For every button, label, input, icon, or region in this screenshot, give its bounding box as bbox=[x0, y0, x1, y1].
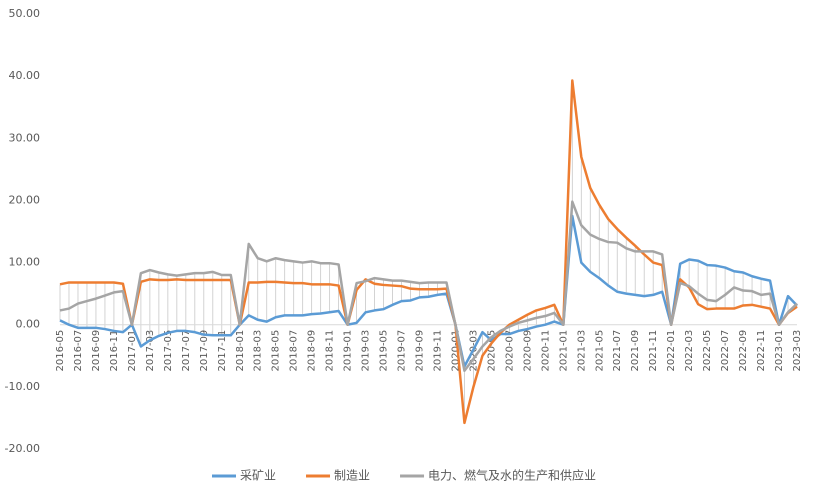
x-tick-label: 2022-01 bbox=[666, 330, 677, 372]
y-tick-label: 30.00 bbox=[9, 131, 41, 144]
x-tick-label: 2022-05 bbox=[702, 330, 713, 372]
x-tick-label: 2018-03 bbox=[253, 330, 264, 372]
x-tick-label: 2017-11 bbox=[217, 330, 228, 372]
x-tick-label: 2018-09 bbox=[307, 330, 318, 372]
legend-label: 制造业 bbox=[334, 469, 370, 483]
x-tick-label: 2018-11 bbox=[325, 330, 336, 372]
x-tick-label: 2016-09 bbox=[91, 330, 102, 372]
x-tick-label: 2020-01 bbox=[450, 330, 461, 372]
x-tick-label: 2020-09 bbox=[522, 330, 533, 372]
x-tick-label: 2021-11 bbox=[648, 330, 659, 372]
y-tick-label: 20.00 bbox=[9, 193, 41, 206]
series-line bbox=[59, 200, 798, 372]
x-tick-label: 2017-03 bbox=[145, 330, 156, 372]
x-tick-label: 2016-11 bbox=[109, 330, 120, 372]
x-tick-label: 2023-01 bbox=[774, 330, 785, 372]
x-tick-label: 2020-11 bbox=[540, 330, 551, 372]
x-tick-label: 2021-05 bbox=[594, 330, 605, 372]
x-tick-label: 2022-11 bbox=[756, 330, 767, 372]
x-tick-label: 2022-07 bbox=[720, 330, 731, 372]
x-tick-label: 2017-07 bbox=[181, 330, 192, 372]
x-tick-label: 2019-09 bbox=[415, 330, 426, 372]
x-tick-label: 2019-07 bbox=[397, 330, 408, 372]
x-tick-label: 2018-05 bbox=[271, 330, 282, 372]
y-tick-label: -10.00 bbox=[5, 380, 40, 393]
x-tick-label: 2021-03 bbox=[576, 330, 587, 372]
x-tick-label: 2022-03 bbox=[684, 330, 695, 372]
x-tick-label: 2016-05 bbox=[55, 330, 66, 372]
y-tick-label: 50.00 bbox=[9, 7, 41, 20]
x-tick-label: 2017-05 bbox=[163, 330, 174, 372]
y-tick-label: 10.00 bbox=[9, 256, 41, 269]
x-tick-label: 2021-07 bbox=[612, 330, 623, 372]
x-tick-label: 2018-07 bbox=[289, 330, 300, 372]
x-tick-label: 2016-07 bbox=[73, 330, 84, 372]
x-tick-label: 2023-03 bbox=[792, 330, 803, 372]
x-tick-label: 2018-01 bbox=[235, 330, 246, 372]
legend-label: 电力、燃气及水的生产和供应业 bbox=[428, 468, 596, 483]
y-tick-label: 40.00 bbox=[9, 69, 41, 82]
x-tick-label: 2017-01 bbox=[127, 330, 138, 372]
x-tick-label: 2019-05 bbox=[379, 330, 390, 372]
x-tick-label: 2019-03 bbox=[361, 330, 372, 372]
x-tick-label: 2021-01 bbox=[558, 330, 569, 372]
x-tick-label: 2020-05 bbox=[486, 330, 497, 372]
x-tick-label: 2017-09 bbox=[199, 330, 210, 372]
legend-label: 采矿业 bbox=[240, 469, 276, 483]
x-tick-label: 2019-11 bbox=[432, 330, 443, 372]
y-tick-label: -20.00 bbox=[5, 442, 40, 455]
x-tick-label: 2022-09 bbox=[738, 330, 749, 372]
y-tick-label: 0.00 bbox=[16, 318, 41, 331]
x-tick-label: 2020-07 bbox=[504, 330, 515, 372]
x-tick-label: 2019-01 bbox=[343, 330, 354, 372]
x-tick-label: 2021-09 bbox=[630, 330, 641, 372]
